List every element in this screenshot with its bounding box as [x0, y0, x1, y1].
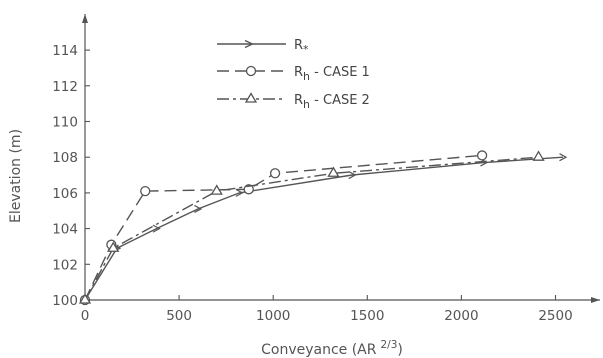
- data-point-triangle: [210, 184, 223, 195]
- y-tick-label: 114: [52, 43, 78, 59]
- legend-label-rstar: R*: [294, 38, 309, 56]
- x-tick-label: 2500: [538, 308, 572, 324]
- data-point-arrow: [559, 153, 568, 162]
- y-axis-arrow: [82, 14, 88, 23]
- data-point-arrow: [348, 171, 357, 180]
- series-line: [84, 156, 539, 301]
- legend-label-case2: Rh - CASE 2: [294, 93, 370, 111]
- x-axis-title: Conveyance (AR 2/3): [261, 339, 403, 358]
- series-3: [78, 150, 545, 304]
- y-tick-label: 104: [52, 222, 78, 238]
- series-1: [81, 153, 568, 305]
- data-point-arrow: [194, 204, 203, 213]
- x-axis-title-close: ): [397, 342, 402, 358]
- x-tick-label: 1500: [350, 308, 384, 324]
- legend-marker-triangle-icon: [244, 92, 258, 103]
- data-point-circle: [269, 168, 281, 179]
- x-tick-label: 0: [81, 308, 90, 324]
- data-point-triangle: [107, 241, 120, 252]
- y-tick-label: 110: [52, 115, 78, 131]
- legend-item-rstar: R*: [217, 38, 309, 56]
- y-tick-label: 100: [52, 293, 78, 309]
- legend-item-case2: Rh - CASE 2: [217, 92, 370, 111]
- x-tick-label: 1000: [256, 308, 290, 324]
- data-point-triangle: [78, 293, 92, 304]
- x-axis-title-main: Conveyance (AR: [261, 342, 377, 358]
- legend: R* Rh - CASE 1 Rh - CASE 2: [217, 38, 370, 111]
- series-line: [84, 154, 483, 301]
- data-point-triangle: [327, 166, 340, 177]
- legend-label-case1: Rh - CASE 1: [294, 65, 370, 83]
- data-point-circle: [140, 185, 151, 197]
- data-point-arrow: [235, 188, 244, 197]
- series-layer: [78, 150, 568, 306]
- y-axis-title: Elevation (m): [8, 129, 24, 223]
- x-ticks: 0 500 1000 1500 2000 2500: [81, 295, 573, 324]
- y-tick-label: 102: [52, 257, 78, 273]
- x-tick-label: 2000: [444, 308, 478, 324]
- x-axis-arrow: [591, 297, 600, 303]
- x-axis-title-sup: 2/3: [381, 339, 398, 351]
- data-point-triangle: [532, 150, 545, 161]
- series-line: [84, 156, 564, 301]
- legend-item-case1: Rh - CASE 1: [217, 65, 370, 83]
- x-tick-label: 500: [166, 308, 192, 324]
- legend-marker-circle-icon: [245, 65, 257, 77]
- series-2: [79, 150, 488, 306]
- data-point-arrow: [152, 224, 161, 233]
- y-tick-label: 108: [52, 150, 78, 166]
- data-point-circle: [476, 150, 488, 161]
- y-tick-label: 112: [52, 79, 78, 95]
- legend-marker-arrow-icon: [244, 39, 255, 49]
- y-ticks: 100 102 104 106 108 110 112 114: [52, 43, 90, 309]
- y-tick-label: 106: [52, 186, 78, 202]
